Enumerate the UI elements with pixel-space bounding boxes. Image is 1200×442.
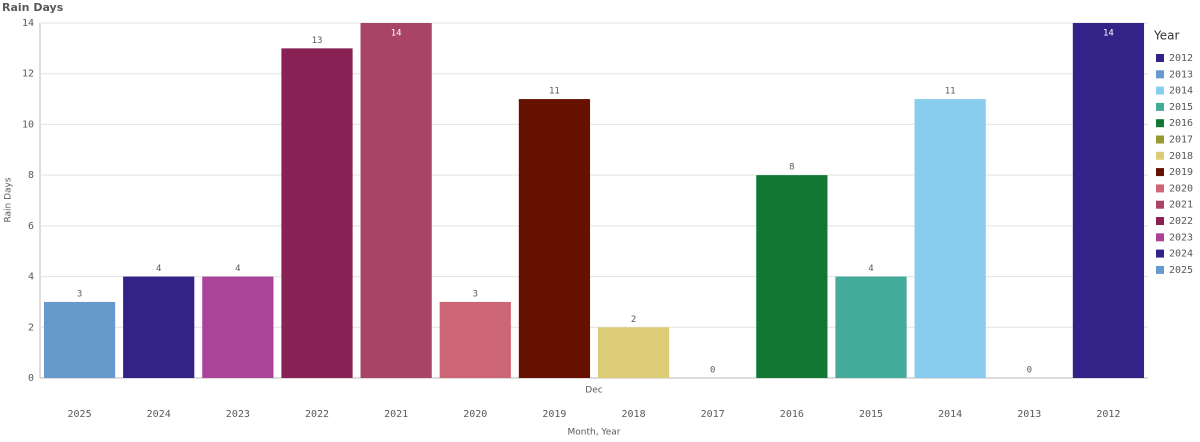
data-label: 0 <box>710 366 715 376</box>
bar <box>1072 23 1145 378</box>
x-tick-label: 2023 <box>226 409 250 420</box>
chart-title: Rain Days <box>2 1 64 14</box>
legend-swatch <box>1156 70 1164 79</box>
legend-label: 2012 <box>1169 53 1193 64</box>
data-label: 14 <box>1103 29 1114 39</box>
legend-label: 2018 <box>1169 151 1193 162</box>
data-label: 0 <box>1027 366 1032 376</box>
legend-label: 2021 <box>1169 200 1193 211</box>
x-axis-label: Month, Year <box>568 428 621 438</box>
x-tick-label: 2013 <box>1017 409 1041 420</box>
x-tick-label: 2012 <box>1096 409 1120 420</box>
bar <box>123 276 195 378</box>
y-tick-label: 4 <box>28 272 34 283</box>
legend-swatch <box>1156 265 1164 274</box>
y-tick-label: 0 <box>28 373 34 384</box>
bar <box>835 276 907 378</box>
legend-swatch <box>1156 86 1164 95</box>
y-tick-label: 6 <box>28 221 34 232</box>
data-label: 3 <box>473 289 478 299</box>
bar <box>202 276 274 378</box>
y-tick-label: 2 <box>28 322 34 333</box>
legend-label: 2020 <box>1169 183 1193 194</box>
y-tick-label: 8 <box>28 170 34 181</box>
x-tick-label: 2018 <box>622 409 646 420</box>
data-label: 11 <box>945 87 956 97</box>
data-label: 14 <box>391 29 402 39</box>
x-tick-label: 2022 <box>305 409 329 420</box>
legend-label: 2015 <box>1169 102 1193 113</box>
data-label: 2 <box>631 315 636 325</box>
legend-label: 2017 <box>1169 135 1193 146</box>
legend-swatch <box>1156 233 1164 242</box>
legend-swatch <box>1156 151 1164 160</box>
legend-title: Year <box>1153 29 1179 43</box>
legend-swatch <box>1156 119 1164 128</box>
x-tick-label: 2020 <box>463 409 487 420</box>
legend-swatch <box>1156 135 1164 144</box>
legend-label: 2016 <box>1169 118 1193 129</box>
bar <box>914 99 986 379</box>
x-tick-label: 2025 <box>68 409 92 420</box>
y-tick-label: 12 <box>22 69 34 80</box>
x-tick-label: 2014 <box>938 409 962 420</box>
bar <box>281 48 353 378</box>
data-label: 4 <box>868 264 873 274</box>
x-tick-label: 2021 <box>384 409 408 420</box>
data-label: 11 <box>549 87 560 97</box>
x-tick-label: 2024 <box>147 409 171 420</box>
legend-label: 2022 <box>1169 216 1193 227</box>
group-label: Dec <box>585 386 602 396</box>
x-tick-label: 2017 <box>701 409 725 420</box>
x-tick-label: 2016 <box>780 409 804 420</box>
legend-label: 2014 <box>1169 86 1193 97</box>
legend-swatch <box>1156 217 1164 225</box>
legend-label: 2023 <box>1169 232 1193 243</box>
bar <box>518 99 591 379</box>
y-tick-label: 14 <box>22 18 34 29</box>
data-label: 4 <box>235 264 240 274</box>
y-axis-label: Rain Days <box>4 177 14 222</box>
bar <box>597 327 670 378</box>
x-tick-label: 2015 <box>859 409 883 420</box>
legend-swatch <box>1156 54 1164 62</box>
legend-label: 2025 <box>1169 265 1193 276</box>
legend-label: 2019 <box>1169 167 1193 178</box>
bar <box>360 23 432 378</box>
legend-swatch <box>1156 184 1164 193</box>
data-label: 13 <box>312 36 323 46</box>
y-tick-label: 10 <box>22 119 34 130</box>
bar <box>756 175 828 378</box>
bar <box>43 301 116 378</box>
data-label: 8 <box>789 163 794 173</box>
x-tick-label: 2019 <box>542 409 566 420</box>
legend-label: 2013 <box>1169 69 1193 80</box>
bar <box>439 301 511 378</box>
legend-swatch <box>1156 249 1164 258</box>
data-label: 4 <box>156 264 161 274</box>
legend-label: 2024 <box>1169 249 1193 260</box>
legend-swatch <box>1156 168 1164 177</box>
data-label: 3 <box>77 289 82 299</box>
legend-swatch <box>1156 102 1164 111</box>
legend-swatch <box>1156 200 1164 209</box>
